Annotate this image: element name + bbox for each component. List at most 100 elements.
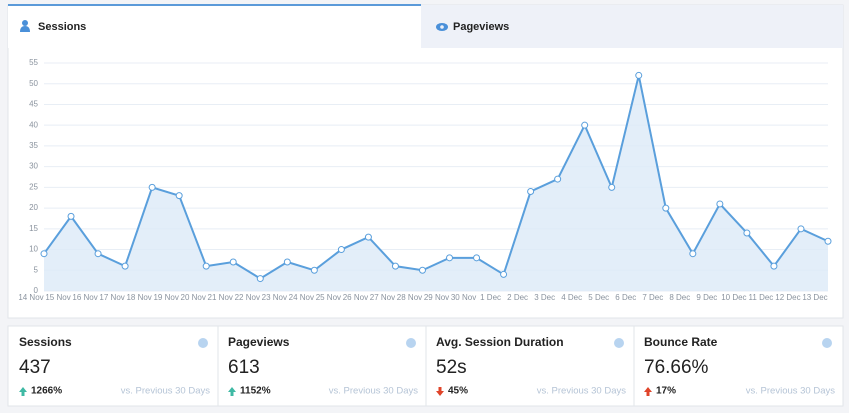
info-icon[interactable]: [198, 338, 208, 348]
x-tick-label: 29 Nov: [424, 293, 449, 302]
point: [364, 233, 372, 241]
point: [202, 262, 210, 270]
comparison: vs. Previous 30 Days: [329, 386, 418, 397]
point: [337, 246, 345, 254]
point: [256, 275, 264, 283]
point: [310, 266, 318, 274]
x-tick-label: 4 Dec: [561, 293, 582, 302]
point: [121, 262, 129, 270]
x-tick-label: 11 Dec: [749, 293, 774, 302]
point: [527, 188, 535, 196]
x-tick-label: 12 Dec: [775, 293, 800, 302]
up-arrow: [228, 387, 236, 396]
x-tick-label: 25 Nov: [316, 293, 341, 302]
x-tick-label: 3 Dec: [534, 293, 555, 302]
pageviews-tab[interactable]: [421, 5, 843, 48]
chart: 0 5 10 15 20 25 30 35 40 45 50 55 14 Nov 15 Nov 16 Nov…: [18, 58, 832, 302]
y-tick-label: 5: [34, 265, 39, 274]
stat-title: Sessions: [19, 335, 72, 349]
x-tick-label: 7 Dec: [642, 293, 663, 302]
y-tick-label: 20: [29, 203, 38, 212]
point: [716, 200, 724, 208]
sessions-tab[interactable]: [8, 5, 421, 48]
x-tick-label: 30 Nov: [451, 293, 476, 302]
point: [797, 225, 805, 233]
point: [148, 183, 156, 191]
up-arrow: [19, 387, 27, 396]
point: [824, 237, 832, 245]
x-tick-label: 16 Nov: [72, 293, 97, 302]
x-tick-label: 5 Dec: [588, 293, 609, 302]
down-arrow: [436, 387, 444, 396]
stat-title: Bounce Rate: [644, 335, 718, 349]
eye-icon: [436, 23, 448, 31]
stat-change: 1152%: [240, 386, 271, 397]
x-tick-label: 27 Nov: [370, 293, 395, 302]
x-tick-label: 19 Nov: [153, 293, 178, 302]
point: [608, 183, 616, 191]
x-tick-label: 17 Nov: [99, 293, 124, 302]
stat-card: Avg. Session Duration 52s 45% vs. Previo…: [436, 335, 626, 397]
stat-card: Bounce Rate 76.66% 17% vs. Previous 30 D…: [644, 335, 835, 397]
stat-value: 613: [228, 357, 260, 378]
point: [67, 212, 75, 220]
x-tick-label: 8 Dec: [669, 293, 690, 302]
info-icon[interactable]: [822, 338, 832, 348]
y-tick-label: 15: [29, 224, 38, 233]
x-tick-label: 24 Nov: [289, 293, 314, 302]
stat-title: Avg. Session Duration: [436, 335, 564, 349]
point: [94, 250, 102, 258]
point: [418, 266, 426, 274]
up-arrow: [644, 387, 652, 396]
point: [554, 175, 562, 183]
point: [743, 229, 751, 237]
stat-title: Pageviews: [228, 335, 290, 349]
x-tick-label: 1 Dec: [480, 293, 501, 302]
tab-label[interactable]: Sessions: [38, 21, 86, 33]
x-tick-label: 9 Dec: [696, 293, 717, 302]
comparison: vs. Previous 30 Days: [121, 386, 210, 397]
y-tick-label: 45: [29, 100, 38, 109]
info-icon[interactable]: [406, 338, 416, 348]
point: [473, 254, 481, 262]
x-tick-label: 20 Nov: [181, 293, 206, 302]
stat-card: Sessions 437 1266% vs. Previous 30 Days: [19, 335, 210, 397]
y-tick-label: 35: [29, 141, 38, 150]
point: [40, 250, 48, 258]
x-tick-label: 13 Dec: [802, 293, 827, 302]
y-tick-label: 55: [29, 58, 38, 67]
active-tab-indicator: [8, 4, 421, 6]
y-tick-label: 0: [34, 286, 39, 295]
x-tick-label: 28 Nov: [397, 293, 422, 302]
info-icon[interactable]: [614, 338, 624, 348]
point: [175, 192, 183, 200]
stat-value: 437: [19, 357, 51, 378]
y-tick-label: 40: [29, 120, 38, 129]
point: [662, 204, 670, 212]
x-tick-label: 10 Dec: [721, 293, 746, 302]
stat-value: 76.66%: [644, 357, 709, 378]
comparison: vs. Previous 30 Days: [537, 386, 626, 397]
point: [391, 262, 399, 270]
point: [229, 258, 237, 266]
stat-change: 17%: [656, 386, 676, 397]
point: [283, 258, 291, 266]
x-tick-label: 6 Dec: [615, 293, 636, 302]
stat-change: 1266%: [31, 386, 62, 397]
stat-change: 45%: [448, 386, 468, 397]
x-tick-label: 22 Nov: [235, 293, 260, 302]
x-tick-label: 21 Nov: [208, 293, 233, 302]
x-tick-label: 23 Nov: [262, 293, 287, 302]
line: [43, 75, 829, 280]
tab-label[interactable]: Pageviews: [453, 21, 509, 33]
x-tick-label: 18 Nov: [126, 293, 151, 302]
point: [635, 71, 643, 79]
y-tick-label: 50: [29, 79, 38, 88]
x-tick-label: 14 Nov: [18, 293, 43, 302]
person-icon: [20, 20, 30, 32]
area: [44, 75, 828, 291]
point: [689, 250, 697, 258]
point: [770, 262, 778, 270]
stat-card: Pageviews 613 1152% vs. Previous 30 Days: [228, 335, 418, 397]
